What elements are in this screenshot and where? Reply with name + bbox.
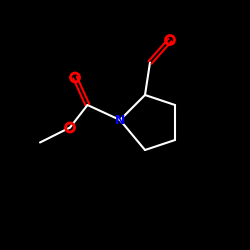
Text: N: N (115, 114, 125, 126)
